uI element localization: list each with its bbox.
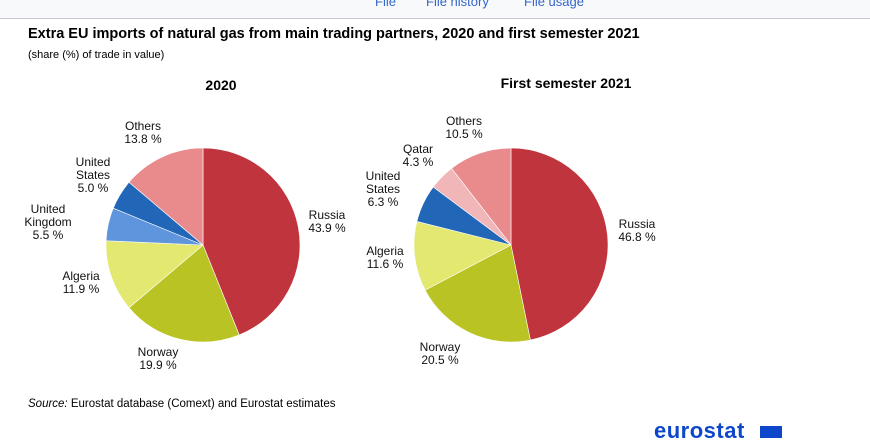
eurostat-logo: eurostat <box>654 418 745 443</box>
slice-algeria-0 <box>105 240 204 309</box>
slice-label-algeria-1: Algeria 11.6 % <box>366 244 404 271</box>
pie-title-2021: First semester 2021 <box>501 75 632 91</box>
slice-others-0 <box>128 147 204 246</box>
slice-label-qatar-1: Qatar 4.3 % <box>403 142 434 169</box>
chart-subtitle: (share (%) of trade in value) <box>28 49 165 61</box>
pie-title-2020: 2020 <box>205 77 236 93</box>
slice-norway-1 <box>424 244 531 343</box>
source-label: Source: <box>28 398 68 410</box>
tab-file[interactable]: File <box>375 0 396 9</box>
tab-file-usage[interactable]: File usage <box>524 0 584 9</box>
pie-first-semester-2021 <box>413 147 609 343</box>
slice-russia-1 <box>510 147 609 341</box>
slice-russia-0 <box>202 147 301 336</box>
file-tabs-bar: File File history File usage <box>0 0 870 19</box>
slice-label-russia-1: Russia 46.8 % <box>618 217 656 244</box>
slice-label-united-kingdom-0: United Kingdom 5.5 % <box>24 202 71 242</box>
source-text: Eurostat database (Comext) and Eurostat … <box>70 398 336 410</box>
pie-charts: 2020 First semester 2021 Russia 43.9 % Nor… <box>24 75 656 372</box>
eu-flag-icon <box>760 426 782 438</box>
tab-file-history[interactable]: File history <box>426 0 489 9</box>
chart-title: Extra EU imports of natural gas from mai… <box>28 26 640 42</box>
slice-algeria-1 <box>413 221 512 291</box>
slice-label-others-0: Others 13.8 % <box>124 119 162 146</box>
slice-norway-0 <box>128 244 240 343</box>
slice-label-united-states-0: United States 5.0 % <box>76 155 111 195</box>
source-note: Source: Eurostat database (Comext) and E… <box>28 398 335 410</box>
slice-label-united-states-1: United States 6.3 % <box>366 169 401 209</box>
slice-label-norway-1: Norway 20.5 % <box>420 340 461 367</box>
slice-label-algeria-0: Algeria 11.9 % <box>62 269 100 296</box>
slice-labels: Russia 43.9 % Norway 19.9 % Algeria 11.9 % Uni… <box>24 114 656 372</box>
slice-label-others-1: Others 10.5 % <box>445 114 483 141</box>
slice-label-russia-0: Russia 43.9 % <box>308 208 346 235</box>
slice-others-1 <box>451 147 512 246</box>
pie-2020 <box>105 147 301 343</box>
slice-label-norway-0: Norway 19.9 % <box>138 345 179 372</box>
